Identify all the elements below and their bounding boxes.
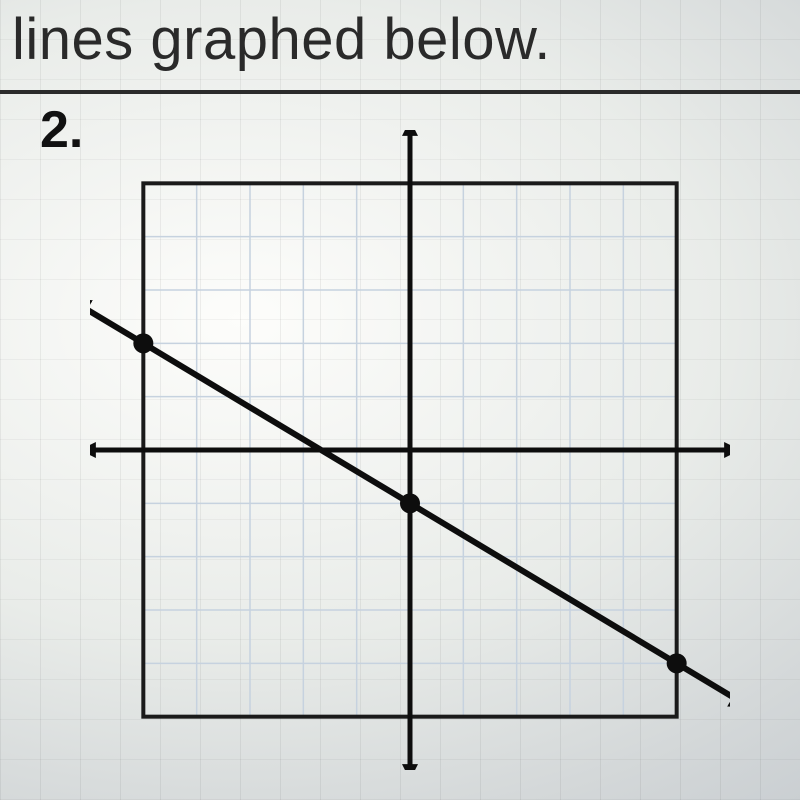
line-a-point-0	[133, 333, 153, 353]
problem-number-label: 2.	[40, 100, 83, 160]
header-divider	[0, 90, 800, 94]
graph-svg	[90, 130, 730, 770]
instruction-text: lines graphed below.	[12, 6, 551, 73]
worksheet-page: lines graphed below. 2.	[0, 0, 800, 800]
line-a-point-2	[667, 653, 687, 673]
coordinate-graph	[90, 130, 730, 770]
line-a-point-1	[400, 493, 420, 513]
